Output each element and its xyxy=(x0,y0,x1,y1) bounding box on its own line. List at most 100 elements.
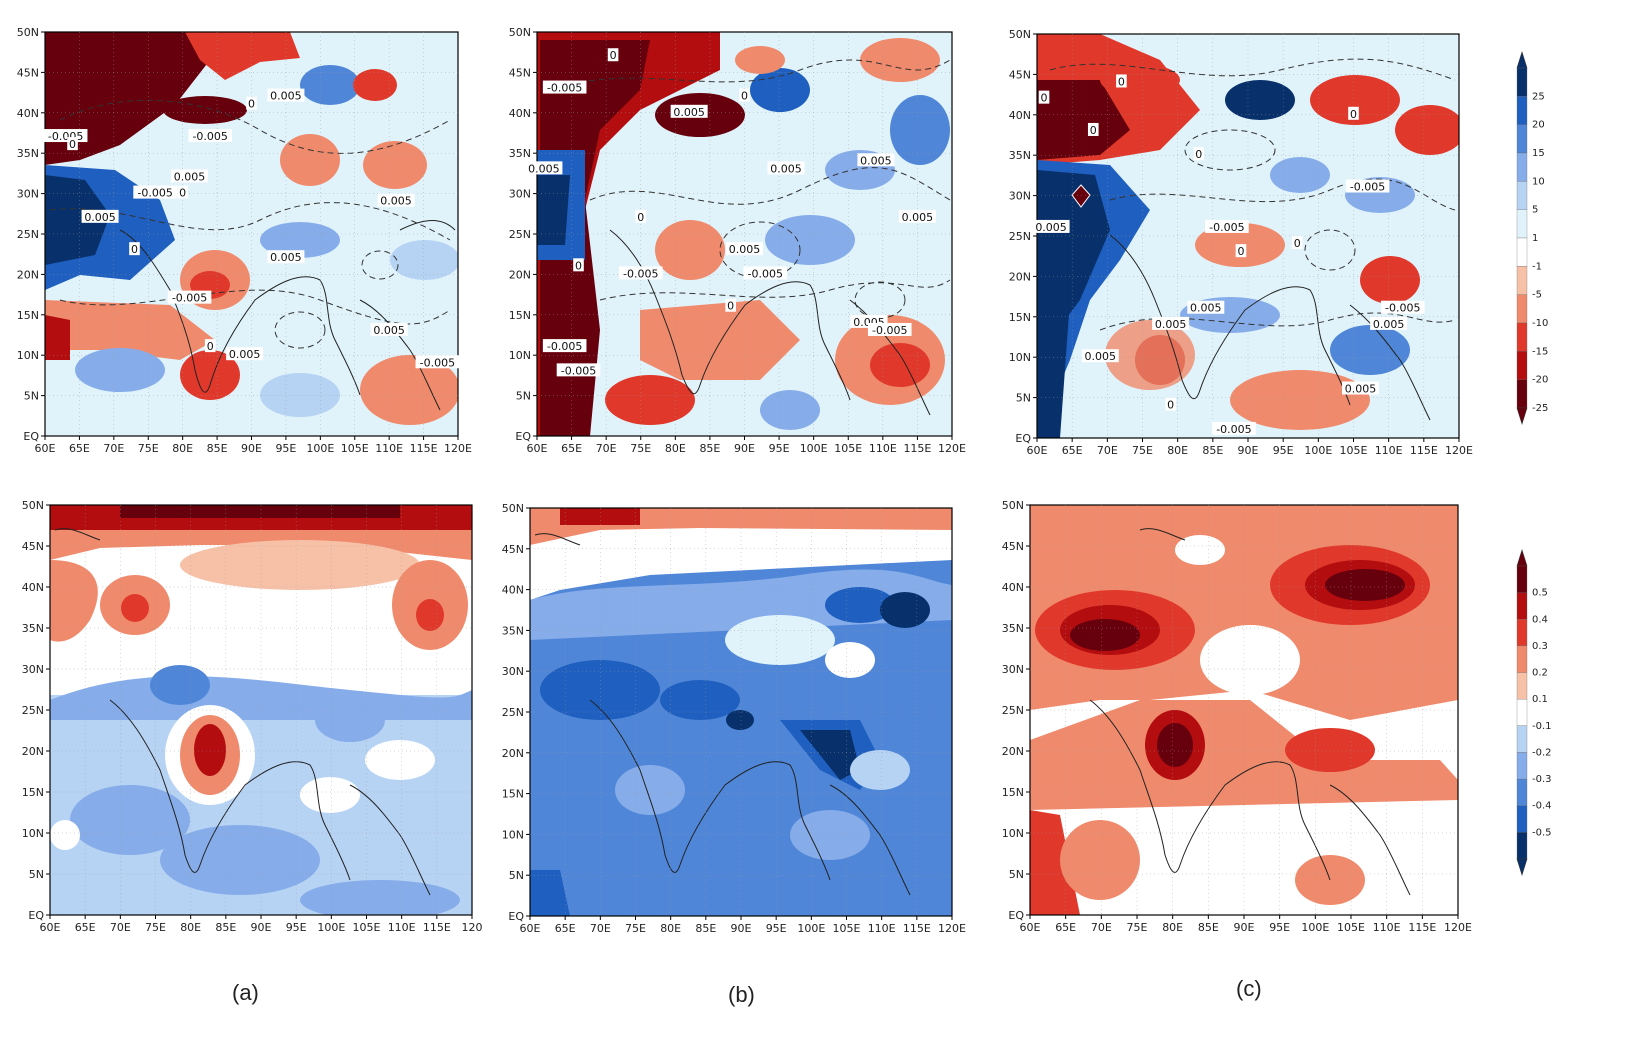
lon-tick-label: 95E xyxy=(769,442,790,455)
contour-label: 0 xyxy=(69,138,76,151)
lat-tick-label: 50N xyxy=(17,26,39,39)
lon-tick-label: 80E xyxy=(180,921,201,934)
lon-tick-label: 120E xyxy=(938,922,966,935)
lon-tick-label: 90E xyxy=(251,921,272,934)
contour-label: 0.005 xyxy=(373,324,405,337)
colorbar-top: 25 20 15 10 5 1 -1 -5 -10 -15 -20 -25 xyxy=(1516,50,1548,426)
map-panel-b-bottom: 60E 65E 70E 75E 80E 85E 90E 95E 100E 105E 110E 115E… xyxy=(502,502,966,935)
lat-tick-label: 35N xyxy=(509,147,531,160)
contour-label: -0.005 xyxy=(137,187,172,200)
contour-label: 0 xyxy=(207,340,214,353)
lon-tick-label: 105E xyxy=(834,442,862,455)
lon-tick-label: 85E xyxy=(207,442,228,455)
contour-label-bg xyxy=(1342,381,1380,395)
lon-tick-label: 70E xyxy=(1097,444,1118,457)
axis-ticks: 60E 65E 70E 75E 80E 85E 90E 95E 100E 105E 110E 115E… xyxy=(509,26,966,455)
lon-tick-label: 85E xyxy=(1202,444,1223,457)
contour-label: 0 xyxy=(637,211,644,224)
contour-label: 0.005 xyxy=(1035,221,1067,234)
contour-label-bg xyxy=(415,355,460,369)
colorbar-label: 15 xyxy=(1532,148,1545,159)
map-panel-c-top: 60E 65E 70E 75E 80E 85E 90E 95E 100E 105E 110E 115E… xyxy=(1009,28,1473,457)
contour-label: 0 xyxy=(1294,237,1301,250)
lon-tick-label: 105E xyxy=(833,922,861,935)
lon-tick-label: 95E xyxy=(275,442,296,455)
contour-label: -0.005 xyxy=(420,356,455,369)
lat-tick-label: 15N xyxy=(1009,311,1031,324)
colorbar-extend-top xyxy=(1516,50,1528,69)
lat-tick-label: 45N xyxy=(509,66,531,79)
colorbar-swatch xyxy=(1516,619,1528,647)
lon-tick-label: 60E xyxy=(40,921,61,934)
colorbar-label: -0.1 xyxy=(1532,721,1552,732)
lon-tick-label: 80E xyxy=(1162,921,1183,934)
lon-tick-label: 100E xyxy=(1304,444,1332,457)
axis-ticks: 60E 65E 70E 75E 80E 85E 90E 95E 100E 105E 110E 115E… xyxy=(502,502,966,935)
contour-label: 0.005 xyxy=(1085,350,1117,363)
lat-tick-label: 10N xyxy=(22,827,44,840)
lon-tick-label: 115E xyxy=(1408,921,1436,934)
lat-tick-label: 45N xyxy=(22,540,44,553)
contour-label: 0 xyxy=(1041,92,1048,105)
contour-label-bg xyxy=(635,209,647,223)
lon-tick-label: 90E xyxy=(1238,444,1259,457)
lat-tick-label: 5N xyxy=(1009,868,1024,881)
colorbar-label: 20 xyxy=(1532,120,1545,131)
lon-tick-label: 100E xyxy=(1301,921,1329,934)
colorbar-label: 25 xyxy=(1532,91,1545,102)
lon-tick-label: 80E xyxy=(665,442,686,455)
contour-label-bg xyxy=(1187,300,1225,314)
lat-tick-label: 15N xyxy=(22,786,44,799)
contour-label-bg xyxy=(1235,244,1247,258)
lat-tick-label: 25N xyxy=(17,228,39,241)
lat-tick-label: 5N xyxy=(29,868,44,881)
axis-ticks: 60E 65E 70E 75E 80E 85E 90E 95E 100E 105E 110E 115E… xyxy=(22,499,483,934)
lat-tick-label: 10N xyxy=(1009,351,1031,364)
lon-tick-label: 65E xyxy=(75,921,96,934)
contour-label: 0.005 xyxy=(1373,318,1405,331)
contour-label: -0.005 xyxy=(561,364,596,377)
contour-label-bg xyxy=(556,363,601,377)
lon-tick-label: 65E xyxy=(1062,444,1083,457)
contour-label: 0.005 xyxy=(270,90,302,103)
contour-label-bg xyxy=(1152,316,1190,330)
lon-tick-label: 95E xyxy=(1273,444,1294,457)
lat-tick-label: EQ xyxy=(508,910,524,923)
contour-label: -0.005 xyxy=(192,130,227,143)
colorbar-label: 0.5 xyxy=(1532,588,1548,599)
lon-tick-label: 90E xyxy=(731,922,752,935)
colorbar-swatch xyxy=(1516,832,1528,860)
contour-labels: 0.005-0.0050-0.0050.005-0.0050.0050.0050… xyxy=(43,88,460,369)
lat-tick-label: 35N xyxy=(17,147,39,160)
contour-label-bg xyxy=(204,339,216,353)
lat-tick-label: 40N xyxy=(17,107,39,120)
contour-label-bg xyxy=(1116,74,1127,88)
contour-label: 0.005 xyxy=(1155,318,1187,331)
contour-label: 0 xyxy=(610,49,617,62)
colorbar-label: -10 xyxy=(1532,318,1548,329)
lat-tick-label: 40N xyxy=(22,581,44,594)
lon-tick-label: 70E xyxy=(110,921,131,934)
lat-tick-label: 50N xyxy=(509,26,531,39)
contour-lines xyxy=(1049,58,1456,331)
lon-tick-label: 75E xyxy=(625,922,646,935)
colorbar-swatch xyxy=(1516,565,1528,593)
contour-label-bg xyxy=(1212,421,1256,435)
colorbar-label: 0.3 xyxy=(1532,641,1548,652)
contour-label-bg xyxy=(867,322,912,336)
contour-label: 0 xyxy=(1118,75,1125,88)
colorbar-label: -0.3 xyxy=(1532,774,1552,785)
lat-tick-label: EQ xyxy=(1015,432,1031,445)
contour-label-bg xyxy=(81,209,119,223)
lat-tick-label: 30N xyxy=(1009,190,1031,203)
lon-tick-label: 75E xyxy=(630,442,651,455)
lon-tick-label: 70E xyxy=(1091,921,1112,934)
lon-tick-label: 85E xyxy=(1198,921,1219,934)
contour-label: 0 xyxy=(1090,124,1097,137)
contour-label-bg xyxy=(370,322,408,336)
contour-label: 0 xyxy=(741,90,748,103)
contour-label: 0 xyxy=(1167,399,1174,412)
colorbar-swatch xyxy=(1516,67,1528,97)
lat-tick-label: 35N xyxy=(502,624,524,637)
